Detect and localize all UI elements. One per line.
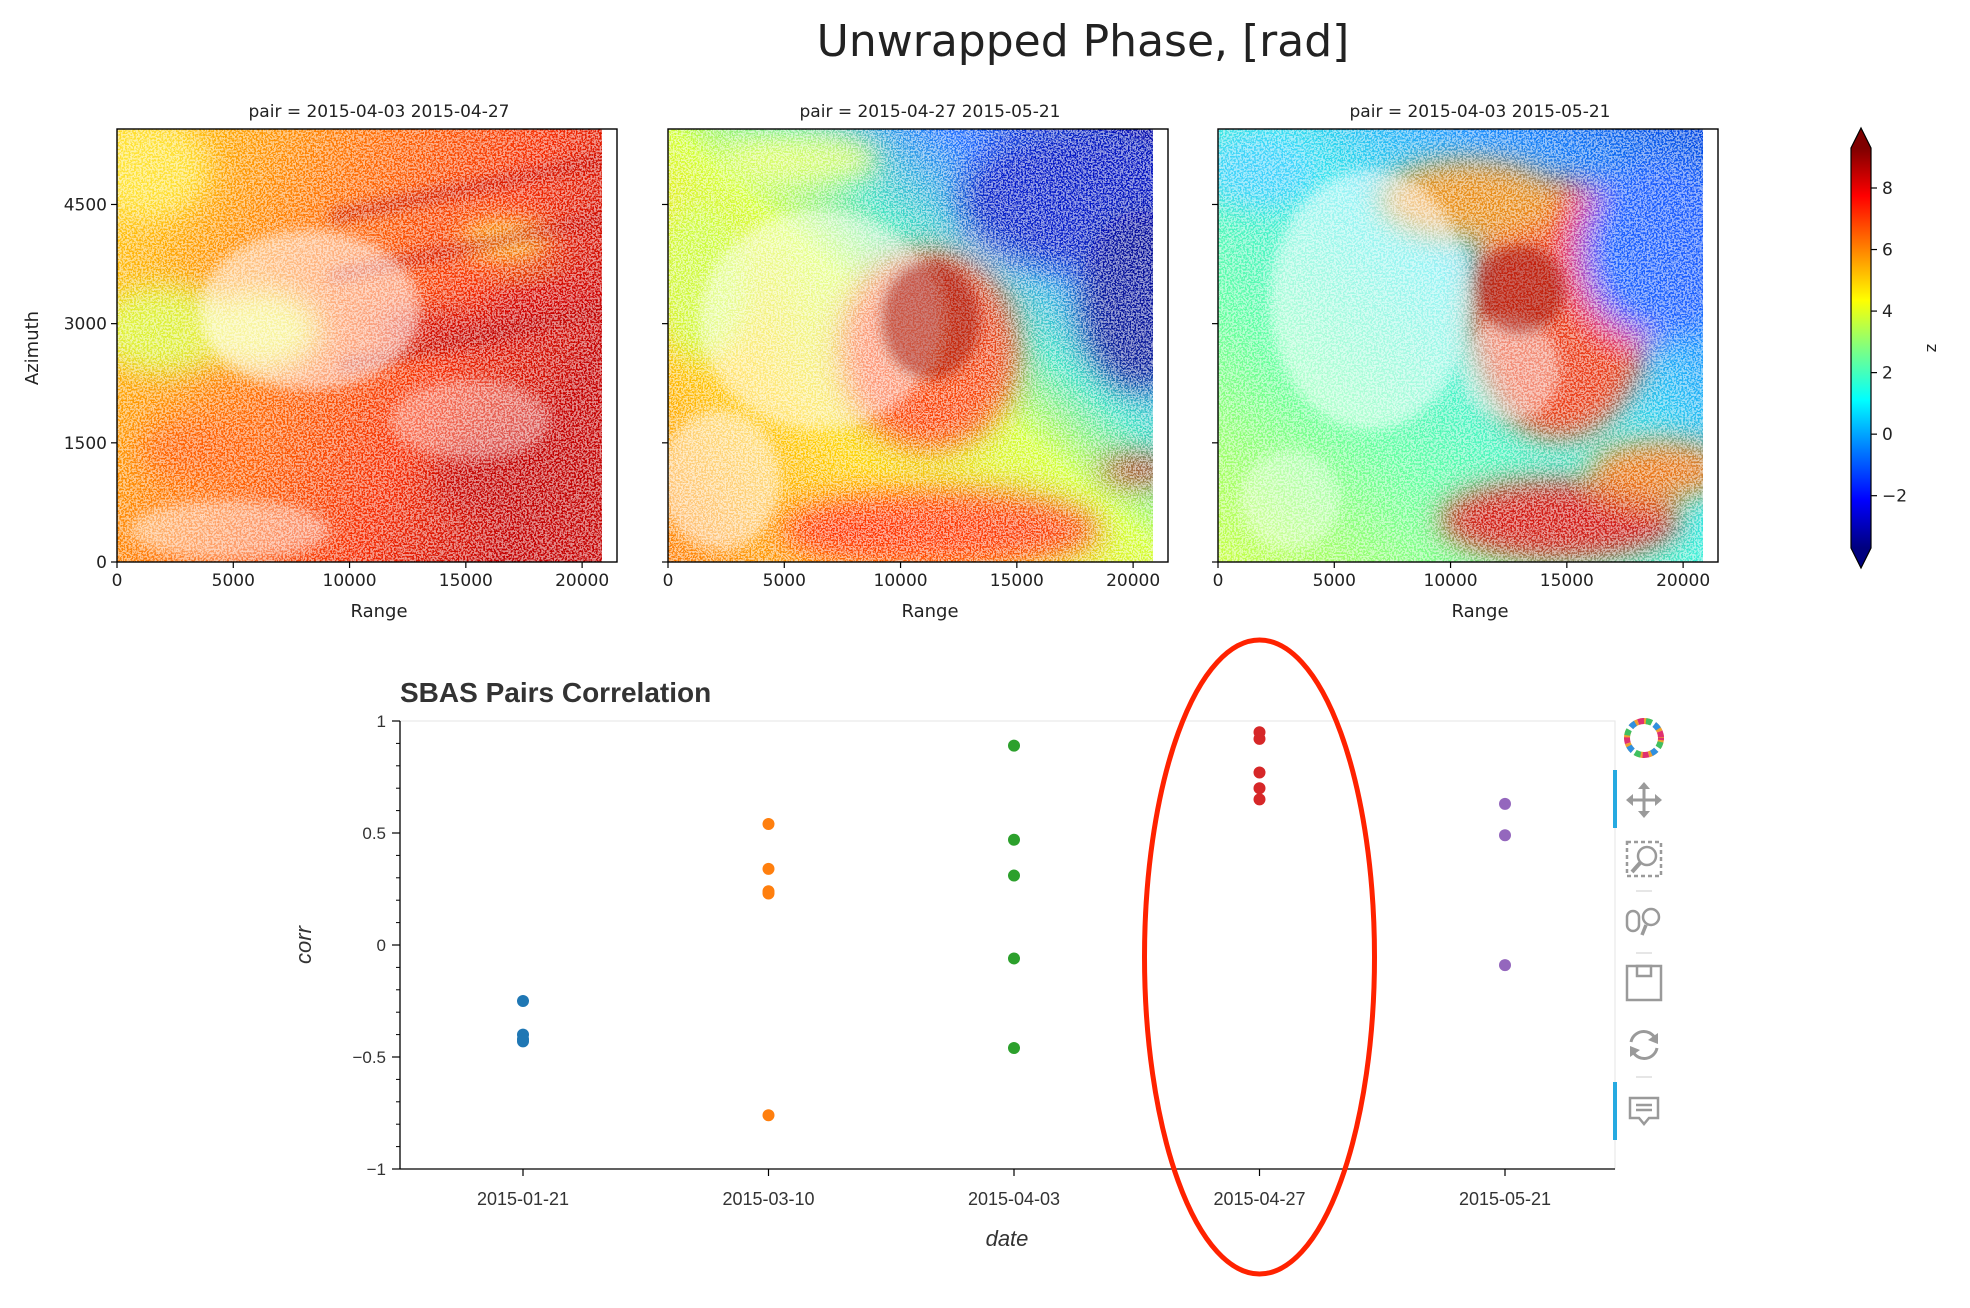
scatter-y-tick-label: 0 — [377, 936, 386, 955]
panel-3-image — [1218, 129, 1718, 562]
scatter-point[interactable] — [1253, 782, 1266, 795]
panel-2-x-label: Range — [901, 601, 958, 622]
panel-2-title: pair = 2015-04-27 2015-05-21 — [800, 102, 1061, 122]
figure-title: Unwrapped Phase, [rad] — [817, 16, 1350, 67]
scatter-x-label: date — [986, 1226, 1029, 1251]
hover-tool-icon[interactable] — [1628, 1096, 1660, 1126]
x-tick-label: 15000 — [990, 571, 1044, 591]
scatter-point[interactable] — [517, 1035, 529, 1048]
scatter-point[interactable] — [762, 862, 775, 875]
scatter-x-tick-label: 2015-04-27 — [1213, 1189, 1305, 1209]
panel-1-y-label: Azimuth — [22, 311, 43, 385]
wheel-zoom-tool-icon[interactable] — [1625, 907, 1661, 936]
x-tick-label: 20000 — [1656, 571, 1710, 591]
colorbar-tick-label: −2 — [1882, 487, 1907, 507]
x-tick-label: 5000 — [1313, 571, 1356, 591]
colorbar-gradient — [1851, 148, 1871, 548]
scatter-y-label: corr — [291, 924, 316, 964]
scatter-point[interactable] — [762, 1109, 775, 1122]
save-tool-icon[interactable] — [1625, 964, 1663, 1002]
panel-1-x-ticks: 0 5000 10000 15000 20000 — [112, 562, 609, 591]
x-tick-label: 0 — [112, 571, 123, 591]
bokeh-toolbar — [1613, 718, 1664, 1140]
panel-3-x-ticks: 0 5000 10000 15000 20000 — [1213, 562, 1710, 591]
x-tick-label: 5000 — [763, 571, 806, 591]
phase-panel-1: pair = 2015-04-03 2015-04-27 — [22, 102, 618, 622]
scatter-point[interactable] — [1253, 766, 1266, 779]
scatter-point[interactable] — [1499, 829, 1511, 842]
scatter-y-tick-label: 1 — [377, 712, 386, 731]
panel-3-x-label: Range — [1451, 601, 1508, 622]
correlation-title: SBAS Pairs Correlation — [400, 677, 711, 708]
scatter-y-tick-label: −1 — [367, 1160, 386, 1179]
x-tick-label: 0 — [663, 571, 674, 591]
y-tick-label: 0 — [96, 553, 107, 573]
x-tick-label: 10000 — [874, 571, 928, 591]
scatter-points — [517, 726, 1511, 1122]
scatter-point[interactable] — [1008, 739, 1020, 752]
colorbar-tick-label: 8 — [1882, 179, 1893, 199]
x-tick-label: 0 — [1213, 571, 1224, 591]
x-tick-label: 5000 — [212, 571, 255, 591]
box-zoom-tool-icon[interactable] — [1625, 840, 1663, 878]
plot-area[interactable] — [399, 720, 1616, 1170]
hover-tool-active-indicator — [1613, 1082, 1617, 1140]
colorbar-tick-label: 2 — [1882, 364, 1893, 384]
x-tick-label: 15000 — [439, 571, 493, 591]
panel-3-title: pair = 2015-04-03 2015-05-21 — [1350, 102, 1611, 122]
colorbar-tick-label: 6 — [1882, 241, 1893, 261]
panel-1-x-label: Range — [350, 601, 407, 622]
scatter-x-tick-label: 2015-01-21 — [477, 1189, 569, 1209]
colorbar: 8 6 4 2 0 −2 z — [1850, 126, 1940, 570]
pan-tool-active-indicator — [1613, 770, 1617, 828]
correlation-plot: SBAS Pairs Correlation 1 0.5 0 −0.5 −1 2015-… — [291, 637, 1616, 1277]
scatter-point[interactable] — [762, 818, 775, 831]
scatter-point[interactable] — [1253, 732, 1266, 745]
scatter-x-ticks: 2015-01-21 2015-03-10 2015-04-03 2015-04-27… — [477, 1169, 1551, 1209]
scatter-point[interactable] — [1008, 833, 1020, 846]
panel-2-y-ticks — [662, 203, 668, 563]
scatter-x-tick-label: 2015-05-21 — [1459, 1189, 1551, 1209]
reset-tool-icon[interactable] — [1629, 1030, 1659, 1060]
panel-1-image — [117, 129, 617, 562]
scatter-y-tick-label: 0.5 — [362, 824, 386, 843]
scatter-point[interactable] — [1499, 797, 1511, 810]
bokeh-logo-icon[interactable] — [1624, 718, 1664, 758]
x-tick-label: 20000 — [555, 571, 609, 591]
scatter-y-ticks: 1 0.5 0 −0.5 −1 — [352, 712, 400, 1179]
scatter-point[interactable] — [1253, 793, 1266, 806]
phase-panel-3: pair = 2015-04-03 2015-05-21 0 5000 10000 1… — [1212, 102, 1719, 622]
panel-2-x-ticks: 0 5000 10000 15000 20000 — [663, 562, 1160, 591]
y-tick-label: 3000 — [64, 315, 107, 335]
scatter-point[interactable] — [1008, 952, 1020, 965]
y-tick-label: 1500 — [64, 434, 107, 454]
scatter-x-tick-label: 2015-03-10 — [722, 1189, 814, 1209]
colorbar-ticks: 8 6 4 2 0 −2 — [1871, 179, 1907, 507]
phase-panel-2: pair = 2015-04-27 2015-05-21 0 5000 10000 1… — [662, 102, 1169, 622]
colorbar-label: z — [1921, 344, 1940, 352]
panel-1-y-ticks: 0 1500 3000 4500 — [64, 195, 117, 573]
x-tick-label: 15000 — [1540, 571, 1594, 591]
y-tick-label: 4500 — [64, 195, 107, 215]
colorbar-top-extend — [1851, 128, 1871, 148]
scatter-x-tick-label: 2015-04-03 — [968, 1189, 1060, 1209]
colorbar-bottom-extend — [1851, 548, 1871, 568]
scatter-point[interactable] — [1008, 869, 1020, 882]
pan-tool-icon[interactable] — [1626, 782, 1662, 818]
x-tick-label: 10000 — [323, 571, 377, 591]
colorbar-tick-label: 4 — [1882, 302, 1893, 322]
panel-2-image — [668, 129, 1168, 562]
scatter-point[interactable] — [1008, 1042, 1020, 1055]
scatter-y-tick-label: −0.5 — [352, 1048, 386, 1067]
scatter-point[interactable] — [1499, 959, 1511, 972]
panel-1-title: pair = 2015-04-03 2015-04-27 — [249, 102, 510, 122]
scatter-point[interactable] — [762, 887, 775, 900]
panel-3-y-ticks — [1212, 203, 1218, 563]
colorbar-tick-label: 0 — [1882, 425, 1893, 445]
highlight-ellipse — [1142, 637, 1377, 1277]
scatter-point[interactable] — [517, 995, 529, 1007]
x-tick-label: 20000 — [1106, 571, 1160, 591]
x-tick-label: 10000 — [1424, 571, 1478, 591]
